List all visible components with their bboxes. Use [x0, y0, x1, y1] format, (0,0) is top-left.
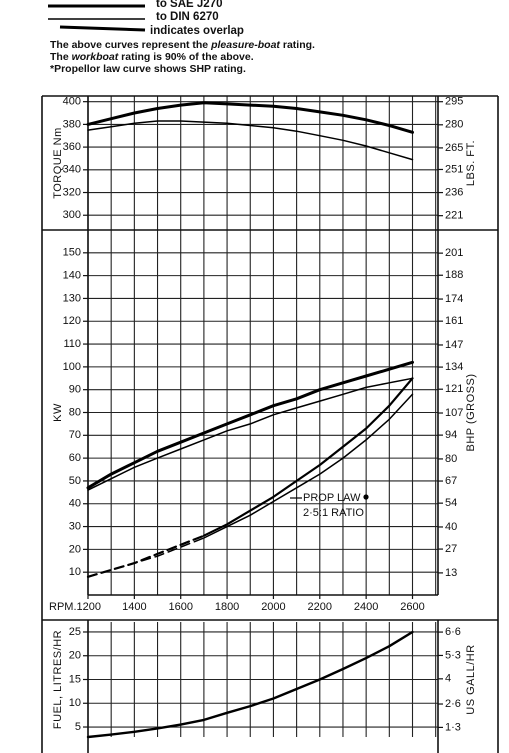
y-tick-label: 140	[63, 270, 81, 282]
x-tick-label: RPM.1200	[49, 601, 101, 613]
data-line	[87, 377, 414, 491]
x-tick-label: 2000	[261, 601, 285, 613]
legend-label: indicates overlap	[150, 25, 244, 37]
y2-tick-label: 1·3	[445, 721, 461, 733]
legend-label: to DIN 6270	[156, 11, 219, 23]
y-tick-label: 15	[69, 673, 81, 685]
data-line	[202, 377, 414, 537]
y2-tick-label: 201	[445, 247, 463, 259]
y2-tick-label: 27	[445, 543, 457, 555]
annotation: 2·5:1 RATIO	[303, 507, 364, 519]
y-axis-title: TORQUE Nm	[52, 127, 64, 199]
data-line	[203, 393, 414, 539]
data-line	[86, 360, 414, 490]
y-tick-label: 70	[69, 429, 81, 441]
y2-tick-label: 5·3	[445, 649, 461, 661]
y2-tick-label: 134	[445, 361, 463, 373]
data-line	[86, 101, 414, 134]
data-line	[86, 630, 414, 739]
y-tick-label: 30	[69, 520, 81, 532]
x-tick-label: 1400	[122, 601, 146, 613]
y-tick-label: 300	[63, 209, 81, 221]
y-tick-label: 90	[69, 384, 81, 396]
data-line	[87, 120, 414, 161]
y-tick-label: 20	[69, 543, 81, 555]
y2-tick-label: 251	[445, 163, 463, 175]
y2-tick-label: 13	[445, 567, 457, 579]
y2-tick-label: 80	[445, 453, 457, 465]
y2-tick-label: 295	[445, 96, 463, 108]
x-tick-label: 1800	[215, 601, 239, 613]
y2-tick-label: 94	[445, 429, 457, 441]
y-tick-label: 40	[69, 498, 81, 510]
y-tick-label: 10	[69, 697, 81, 709]
y2-axis-title: US GALL/HR	[465, 644, 477, 714]
y2-tick-label: 121	[445, 383, 463, 395]
y-tick-label: 400	[63, 96, 81, 108]
y2-axis-title: LBS. FT.	[465, 140, 477, 186]
y-tick-label: 80	[69, 406, 81, 418]
y-tick-label: 130	[63, 292, 81, 304]
y-tick-label: 50	[69, 475, 81, 487]
note: The above curves represent the pleasure-…	[50, 39, 315, 51]
y2-axis-title: BHP (GROSS)	[465, 373, 477, 451]
y-tick-label: 5	[75, 721, 81, 733]
y-tick-label: 380	[63, 118, 81, 130]
x-tick-label: 1600	[168, 601, 192, 613]
y-tick-label: 320	[63, 186, 81, 198]
grid: 10 20 30 40 50 60 70 80 90 100 110 120 130 140 150 13 27…	[49, 230, 477, 613]
y2-tick-label: 147	[445, 339, 463, 351]
y-tick-label: 150	[63, 247, 81, 259]
y-tick-label: 120	[63, 315, 81, 327]
y2-tick-label: 161	[445, 315, 463, 327]
y2-tick-label: 280	[445, 119, 463, 131]
y2-tick-label: 265	[445, 142, 463, 154]
y2-tick-label: 6·6	[445, 626, 461, 638]
legend-line-overlap	[59, 25, 146, 32]
y-tick-label: 60	[69, 452, 81, 464]
y2-tick-label: 107	[445, 407, 463, 419]
x-tick-label: 2200	[308, 601, 332, 613]
y2-tick-label: 236	[445, 186, 463, 198]
y-axis-title: KW	[52, 403, 64, 422]
y2-tick-label: 174	[445, 293, 463, 305]
y-tick-label: 20	[69, 650, 81, 662]
y-axis-title: FUEL, LITRES/HR	[52, 630, 64, 729]
note: The workboat rating is 90% of the above.	[50, 51, 254, 63]
y2-tick-label: 2·6	[445, 698, 461, 710]
y-tick-label: 10	[69, 566, 81, 578]
data-line	[86, 534, 205, 578]
y-tick-label: 100	[63, 361, 81, 373]
y-tick-label: 360	[63, 141, 81, 153]
x-tick-label: 2400	[354, 601, 378, 613]
note: *Propellor law curve shows SHP rating.	[50, 63, 246, 75]
y2-tick-label: 40	[445, 521, 457, 533]
x-tick-label: 2600	[400, 601, 424, 613]
y2-tick-label: 4	[445, 673, 451, 685]
y-tick-label: 340	[63, 164, 81, 176]
legend-label: to SAE J270	[156, 0, 222, 10]
y2-tick-label: 54	[445, 497, 457, 509]
grid: 300 320 340 360 380 400 221 236 251 265 280 295 TORQ…	[52, 96, 477, 230]
y2-tick-label: 67	[445, 475, 457, 487]
y-tick-label: 110	[63, 338, 81, 350]
y-tick-label: 25	[69, 626, 81, 638]
annotation: PROP LAW	[303, 492, 361, 504]
grid: 5 10 15 20 25 1·3 2·6 4 5·3 6·6 FUEL, LITRES/HR US …	[52, 622, 477, 737]
y2-tick-label: 188	[445, 269, 463, 281]
data-line	[87, 537, 205, 578]
y2-tick-label: 221	[445, 210, 463, 222]
annotation-dot	[363, 494, 369, 500]
